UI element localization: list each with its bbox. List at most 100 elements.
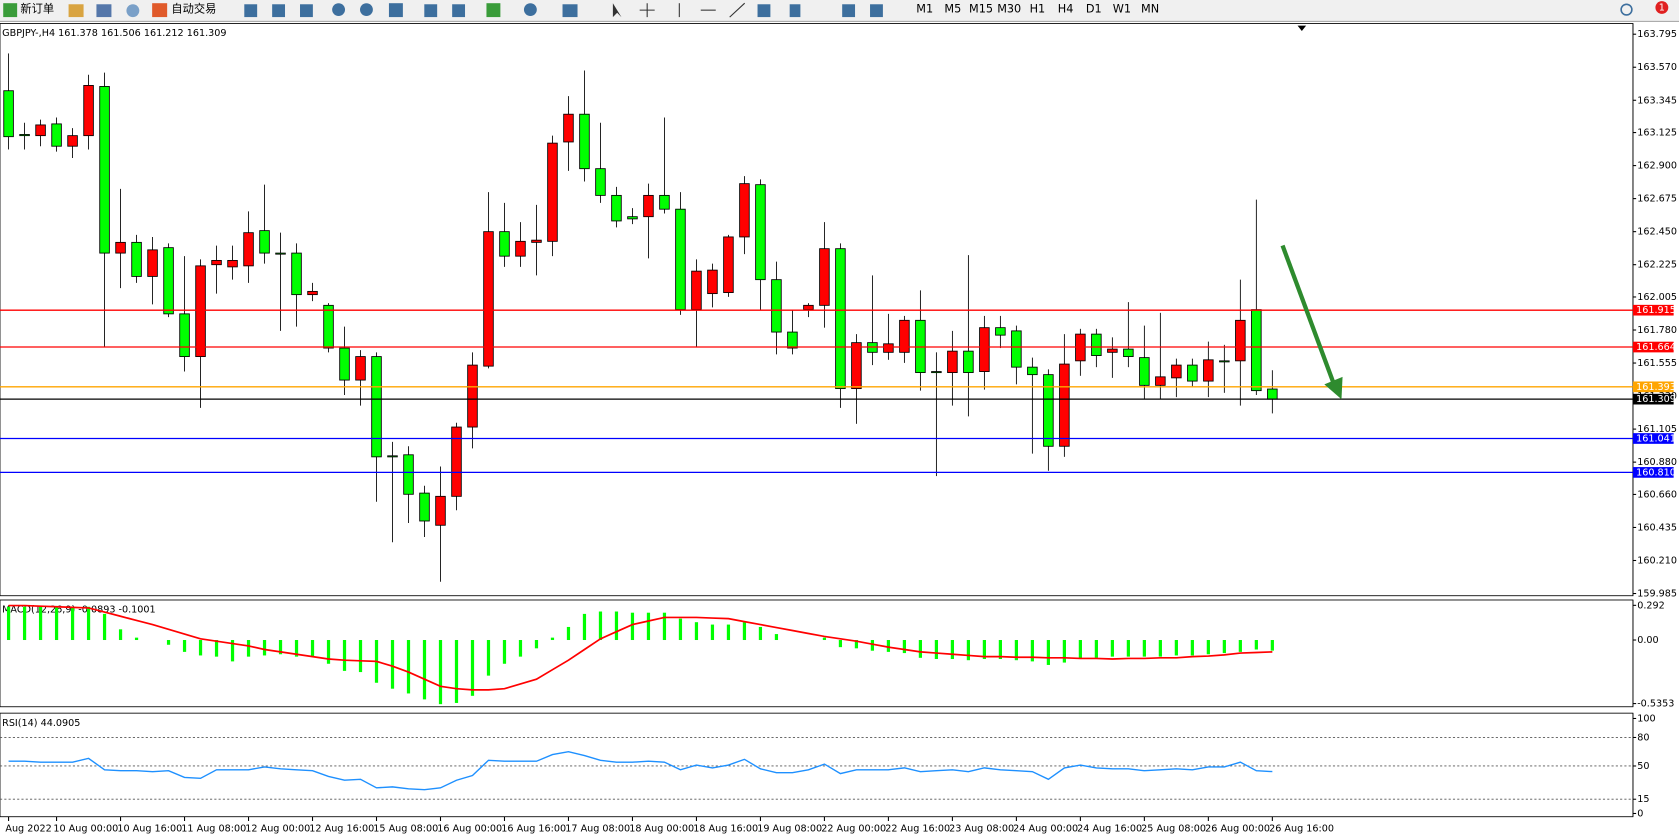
- macd-bar: [102, 613, 107, 641]
- notification-badge[interactable]: [1655, 1, 1669, 14]
- candle-body: [83, 85, 94, 137]
- macd-bar: [230, 640, 235, 662]
- macd-bar: [198, 640, 203, 656]
- tool-icon[interactable]: [842, 4, 856, 18]
- candle-body: [1107, 348, 1118, 353]
- x-tick-label: 18 Aug 00:00: [629, 823, 694, 834]
- macd-bar: [470, 640, 475, 696]
- tool-icon[interactable]: [388, 3, 403, 18]
- candle-body: [707, 269, 718, 295]
- timeframe-button[interactable]: H4: [1058, 3, 1074, 16]
- candle-body: [19, 134, 30, 137]
- macd-bar: [774, 634, 779, 641]
- macd-bar: [1142, 640, 1146, 657]
- timeframe-button[interactable]: M1: [916, 3, 933, 16]
- candle-body: [1187, 364, 1198, 382]
- macd-bar: [214, 640, 219, 657]
- candle-body: [291, 252, 302, 296]
- macd-bar: [1174, 640, 1178, 656]
- macd-bar: [1110, 640, 1114, 657]
- timeframe-button[interactable]: MN: [1141, 3, 1159, 16]
- tool-icon[interactable]: [562, 4, 578, 18]
- candle-body: [211, 259, 222, 266]
- auto-trading-button[interactable]: 自动交易: [171, 2, 216, 16]
- candle-body: [1219, 360, 1230, 363]
- candle-body: [323, 304, 334, 349]
- macd-bar: [982, 640, 987, 660]
- price-level-tag: [1632, 393, 1674, 405]
- tool-icon[interactable]: [332, 3, 346, 17]
- candle-body: [195, 265, 206, 358]
- crosshair-icon[interactable]: [639, 3, 655, 18]
- y-tick-label: 161.780: [1637, 325, 1677, 336]
- price-level-label: 161.664: [1636, 342, 1676, 353]
- timeframe-button[interactable]: M15: [969, 3, 993, 16]
- macd-bar: [358, 640, 363, 673]
- y-tick-label: 159.985: [1637, 589, 1677, 600]
- tool-icon[interactable]: [870, 4, 883, 18]
- pane-title: MACD(12,26,9) -0.0893 -0.1001: [2, 605, 156, 616]
- tool-icon[interactable]: [360, 3, 373, 17]
- cursor-icon[interactable]: [612, 3, 622, 18]
- tool-icon[interactable]: [272, 4, 286, 18]
- tool-icon[interactable]: [486, 3, 501, 18]
- timeframe-button[interactable]: M5: [944, 3, 961, 16]
- macd-bar: [262, 640, 267, 656]
- tool-icon[interactable]: [757, 4, 771, 18]
- macd-bar: [630, 612, 635, 641]
- macd-bar: [934, 640, 939, 660]
- new-order-icon[interactable]: [3, 3, 18, 18]
- candle-body: [1235, 319, 1246, 362]
- y-tick-label: 163.795: [1637, 29, 1677, 40]
- x-tick-label: 12 Aug 16:00: [309, 823, 374, 834]
- rsi-line: [8, 751, 1273, 791]
- candle-body: [1123, 348, 1134, 358]
- x-tick-label: 22 Aug 16:00: [885, 823, 950, 834]
- x-tick-label: 18 Aug 16:00: [693, 823, 758, 834]
- tool-icon[interactable]: [300, 4, 313, 18]
- tool-icon[interactable]: [452, 4, 466, 18]
- candle-body: [483, 231, 494, 367]
- timeframe-button[interactable]: M30: [997, 3, 1021, 16]
- tool-icon[interactable]: [523, 3, 537, 17]
- price-level-label: 161.393: [1636, 382, 1676, 393]
- toolbar-icons: [244, 2, 883, 18]
- price-level-label: 160.810: [1636, 467, 1676, 478]
- macd-bar: [710, 624, 715, 641]
- auto-trading-icon[interactable]: [152, 3, 168, 18]
- new-order-button[interactable]: 新订单: [20, 2, 54, 16]
- search-icon[interactable]: [1620, 3, 1633, 16]
- tool-icon[interactable]: [789, 4, 801, 18]
- candle-body: [51, 123, 62, 147]
- macd-bar: [438, 640, 443, 705]
- tool-icon[interactable]: [424, 4, 438, 18]
- timeframe-button[interactable]: W1: [1113, 3, 1131, 16]
- macd-bar: [1222, 640, 1226, 654]
- tool-icon[interactable]: [96, 4, 112, 18]
- timeframe-button[interactable]: D1: [1086, 3, 1102, 16]
- candle-body: [1011, 330, 1022, 368]
- plot: 163.795 163.570 163.345 163.125 162.900 162.6…: [0, 23, 1677, 834]
- candle-body: [1203, 359, 1214, 382]
- tool-icon[interactable]: [126, 4, 140, 18]
- macd-bar: [6, 606, 11, 641]
- candle-body: [115, 241, 126, 254]
- tool-icon[interactable]: [244, 4, 258, 18]
- candle-body: [1251, 309, 1262, 392]
- x-tick-label: Aug 2022: [5, 823, 51, 834]
- x-tick-label: 16 Aug 16:00: [501, 823, 566, 834]
- candle-body: [659, 194, 670, 210]
- macd-signal-line: [8, 604, 1273, 691]
- macd-bar: [454, 640, 459, 703]
- timeframe-button[interactable]: H1: [1030, 3, 1046, 16]
- macd-bar: [1126, 640, 1130, 657]
- tool-icon[interactable]: [68, 4, 84, 18]
- candle-body: [531, 239, 542, 243]
- trendline-icon[interactable]: [729, 2, 746, 18]
- toolbar: 新订单 自动交易 M1 M5 M15 M30 H1 H: [0, 0, 1679, 22]
- x-tick-label: 16 Aug 00:00: [437, 823, 502, 834]
- macd-bar: [118, 629, 123, 641]
- candle-body: [499, 231, 510, 257]
- x-tick-label: 26 Aug 00:00: [1205, 823, 1270, 834]
- x-tick-label: 25 Aug 08:00: [1141, 823, 1206, 834]
